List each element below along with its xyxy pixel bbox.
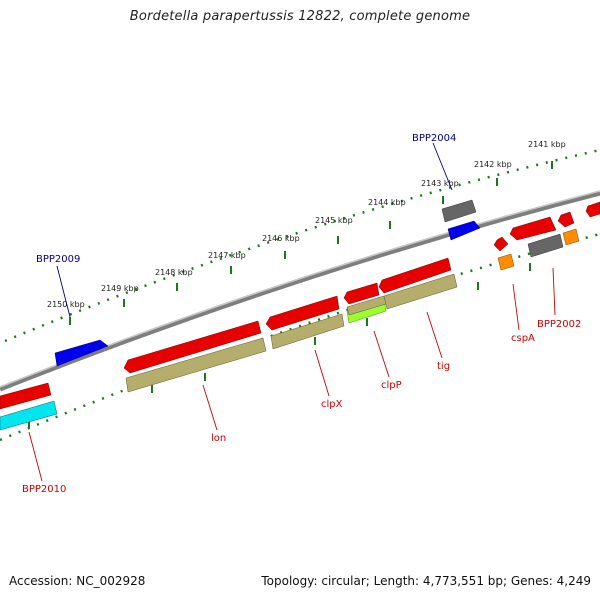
gene-label-lon: lon bbox=[211, 433, 226, 444]
tick-label: 2143 kbp bbox=[421, 179, 459, 188]
gene-labels: BPP2009 BPP2004 BPP2010 lon clpX clpP ti… bbox=[22, 133, 581, 495]
gene-label-tig: tig bbox=[437, 361, 450, 372]
gene-clpx[interactable] bbox=[270, 313, 345, 350]
lower-tick-track bbox=[0, 232, 600, 442]
cds-lon[interactable] bbox=[123, 320, 262, 374]
gene-tig[interactable] bbox=[383, 273, 458, 310]
tick-label: 2141 kbp bbox=[528, 140, 566, 149]
upper-features bbox=[54, 199, 481, 367]
genome-summary-text: Topology: circular; Length: 4,773,551 bp… bbox=[261, 574, 591, 588]
genome-backbone bbox=[0, 190, 600, 392]
gene-label-bpp2009: BPP2009 bbox=[36, 254, 80, 265]
kbp-tick-labels: 2150 kbp 2149 kbp 2148 kbp 2147 kbp 2146… bbox=[47, 140, 566, 309]
cds-clpx[interactable] bbox=[265, 295, 340, 331]
cds-clpp[interactable] bbox=[343, 282, 380, 305]
callout-bpp2010 bbox=[28, 431, 43, 482]
tick-label: 2142 kbp bbox=[474, 160, 512, 169]
tick-label: 2150 kbp bbox=[47, 300, 85, 309]
gene-label-bpp2004: BPP2004 bbox=[412, 133, 456, 144]
gene-orange-right[interactable] bbox=[562, 228, 580, 246]
cds-cspa[interactable] bbox=[493, 236, 509, 252]
accession-text: Accession: NC_002928 bbox=[9, 574, 146, 588]
cds-bpp2009[interactable] bbox=[54, 339, 109, 367]
gene-label-cspa: cspA bbox=[511, 333, 535, 344]
gene-label-clpx: clpX bbox=[321, 399, 343, 410]
tick-label: 2146 kbp bbox=[262, 234, 300, 243]
cds-red-right-c[interactable] bbox=[585, 201, 600, 218]
callout-tig bbox=[426, 311, 443, 359]
genome-title: Bordetella parapertussis 12822, complete… bbox=[129, 9, 471, 24]
tick-label: 2148 kbp bbox=[155, 268, 193, 277]
callout-clpp bbox=[373, 330, 390, 378]
callout-lines bbox=[28, 142, 556, 482]
gene-label-bpp2010: BPP2010 bbox=[22, 484, 66, 495]
tick-label: 2144 kbp bbox=[368, 198, 406, 207]
gene-bpp2010[interactable] bbox=[0, 400, 58, 431]
tick-label: 2147 kbp bbox=[208, 251, 246, 260]
callout-bpp2004 bbox=[432, 142, 453, 191]
genome-backbone-highlight bbox=[0, 190, 600, 388]
gene-bpp2002[interactable] bbox=[527, 233, 564, 258]
gene-features bbox=[0, 228, 580, 431]
cds-tig[interactable] bbox=[378, 257, 452, 294]
major-ticks bbox=[28, 161, 553, 429]
cds-red-right-b[interactable] bbox=[557, 211, 575, 228]
cds-gray-top[interactable] bbox=[441, 199, 477, 223]
callout-cspa bbox=[512, 283, 520, 331]
gene-lon[interactable] bbox=[125, 337, 267, 393]
callout-lon bbox=[202, 384, 218, 431]
callout-clpx bbox=[314, 349, 330, 397]
gene-cspa[interactable] bbox=[497, 253, 515, 271]
gene-label-bpp2002: BPP2002 bbox=[537, 319, 581, 330]
cds-red-right-a[interactable] bbox=[509, 216, 557, 241]
tick-label: 2145 kbp bbox=[315, 216, 353, 225]
red-cds-arrows bbox=[0, 201, 600, 410]
cds-bpp2004[interactable] bbox=[447, 220, 481, 241]
callout-bpp2009 bbox=[56, 265, 71, 318]
gene-label-clpp: clpP bbox=[381, 380, 402, 391]
tick-label: 2149 kbp bbox=[101, 284, 139, 293]
cds-red-left[interactable] bbox=[0, 382, 52, 410]
callout-bpp2002 bbox=[552, 267, 556, 316]
